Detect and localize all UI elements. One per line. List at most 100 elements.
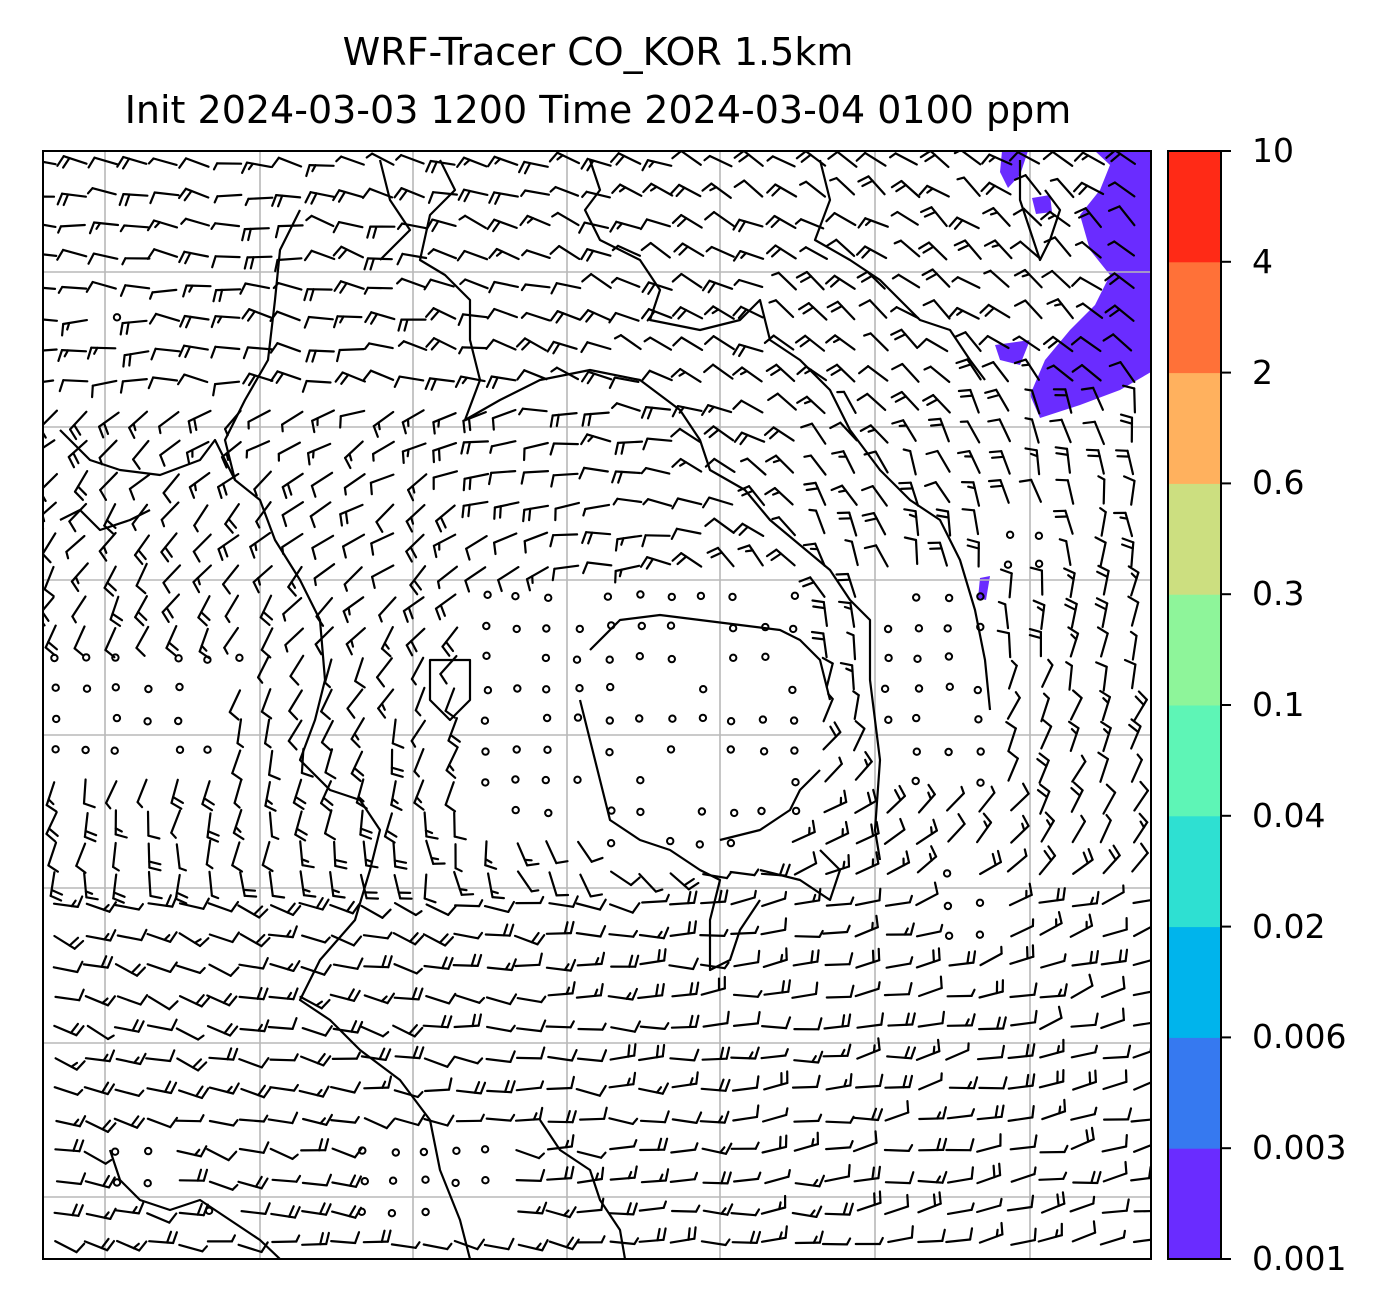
calm-wind-circle (452, 1146, 461, 1156)
wind-barb (1102, 844, 1121, 875)
wind-barb (733, 949, 761, 968)
calm-wind-circle (667, 654, 676, 664)
coastline-segment (59, 429, 236, 481)
wind-barb (1039, 910, 1063, 936)
calm-wind-circle (144, 1146, 153, 1156)
wind-barb (329, 870, 346, 899)
wind-barb (333, 315, 363, 329)
wind-barb (890, 306, 920, 320)
calm-wind-circle (174, 654, 183, 663)
wind-barb (103, 503, 117, 535)
colorbar-tick-label: 0.1 (1252, 685, 1305, 724)
wind-barb (639, 556, 672, 570)
wind-barb (332, 189, 364, 203)
calm-wind-circle (729, 653, 738, 662)
calm-wind-circle (726, 717, 736, 726)
wind-barb (425, 159, 456, 174)
wind-barb (315, 596, 334, 627)
wind-barb (546, 1134, 575, 1151)
wind-barb (1067, 626, 1080, 658)
wind-barb (852, 1107, 884, 1122)
wind-barb (267, 1016, 298, 1031)
wind-barb (1072, 1170, 1102, 1185)
wind-barb (1133, 780, 1150, 812)
wind-barb (732, 399, 764, 414)
wind-barb (514, 1106, 544, 1122)
wind-barb (242, 372, 274, 387)
wind-barb (393, 987, 424, 1001)
wind-barb (699, 928, 729, 938)
wind-barb (453, 1013, 482, 1029)
wind-barb (976, 1133, 1002, 1153)
wind-barb (329, 900, 361, 915)
wind-barb (459, 278, 489, 290)
wind-barb (299, 840, 315, 869)
wind-barb (394, 1114, 426, 1127)
wind-barb (284, 627, 304, 653)
wind-barb (669, 1226, 697, 1244)
calm-wind-circle (696, 591, 706, 601)
wind-barb (545, 958, 577, 972)
calm-wind-circle (791, 806, 801, 816)
wind-barb (253, 470, 272, 497)
wind-barb (432, 470, 458, 491)
wind-barb (951, 276, 981, 289)
wind-barb (178, 187, 210, 202)
wind-barb (771, 516, 797, 537)
wind-barb (823, 1013, 852, 1030)
wind-barb (150, 347, 181, 361)
wind-barb (82, 778, 96, 809)
wind-barb (53, 1086, 84, 1096)
wind-barb (1036, 783, 1051, 815)
wind-barb (886, 850, 911, 875)
wind-barb (976, 1044, 1006, 1061)
wind-barb (488, 470, 517, 486)
wind-barb (760, 1194, 787, 1215)
calm-wind-circle (82, 653, 91, 662)
wind-barb (1097, 475, 1106, 505)
wind-barb (611, 244, 642, 257)
wind-barb (731, 1075, 760, 1092)
wind-barb (731, 1230, 762, 1245)
wind-barb (1107, 205, 1136, 227)
wind-barb (131, 503, 149, 532)
wind-barb (454, 843, 463, 873)
wind-barb (1039, 1038, 1065, 1059)
colorbar-segment (1168, 151, 1221, 263)
wind-barb (670, 427, 702, 444)
wind-barb (148, 312, 181, 325)
wind-barb (702, 871, 732, 880)
wind-barb (455, 994, 486, 1004)
wind-barb (208, 963, 240, 977)
wind-barb (488, 247, 520, 261)
wind-barb (956, 176, 981, 197)
wind-barb (793, 1113, 823, 1123)
wind-barb (550, 282, 582, 295)
wind-barb (232, 808, 245, 841)
wind-barb (407, 473, 428, 502)
wind-barb (392, 841, 408, 870)
wind-barb (350, 750, 365, 783)
wind-barb (365, 152, 395, 166)
calm-wind-circle (637, 621, 646, 631)
wind-barb (147, 995, 179, 1011)
wind-barb (863, 450, 889, 474)
wind-barb (520, 283, 551, 292)
wind-barb (730, 925, 760, 936)
wind-barb (84, 995, 117, 1007)
wind-barb (287, 565, 303, 597)
wind-barb (271, 1174, 302, 1183)
wind-barb (43, 253, 58, 257)
wind-barb (732, 366, 763, 383)
wind-barb (763, 1070, 789, 1091)
wind-barb (641, 281, 673, 295)
wind-barb (178, 1085, 210, 1100)
wind-barb (764, 1168, 791, 1185)
wind-barb (170, 809, 182, 839)
wind-barb (114, 902, 144, 911)
wind-barb (119, 284, 151, 297)
calm-wind-circle (112, 713, 122, 723)
wind-barb (43, 439, 56, 450)
calm-wind-circle (605, 748, 614, 757)
wind-barb (269, 1147, 299, 1161)
